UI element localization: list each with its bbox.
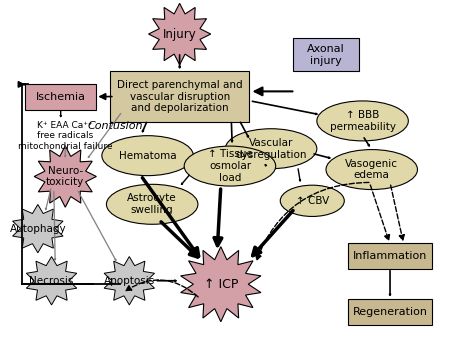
Text: ↑ BBB
permeability: ↑ BBB permeability: [329, 110, 396, 132]
Polygon shape: [34, 146, 96, 207]
Text: Axonal
injury: Axonal injury: [307, 44, 345, 66]
Text: Injury: Injury: [163, 28, 197, 41]
Text: Vascular
dysregulation: Vascular dysregulation: [235, 138, 307, 160]
Text: Neuro-
toxicity: Neuro- toxicity: [46, 166, 84, 187]
Text: ↑ Tissue
osmolar
load: ↑ Tissue osmolar load: [207, 149, 253, 183]
Ellipse shape: [226, 129, 317, 169]
Polygon shape: [181, 247, 261, 322]
Polygon shape: [149, 3, 211, 65]
Text: Necrosis: Necrosis: [29, 276, 74, 286]
FancyBboxPatch shape: [348, 243, 432, 269]
FancyBboxPatch shape: [348, 299, 432, 325]
Text: Autophagy: Autophagy: [9, 223, 66, 234]
Polygon shape: [26, 257, 77, 305]
Text: Vasogenic
edema: Vasogenic edema: [345, 159, 398, 180]
Ellipse shape: [317, 101, 408, 141]
Text: Ischemia: Ischemia: [36, 91, 86, 102]
Ellipse shape: [106, 184, 198, 224]
Text: Hematoma: Hematoma: [119, 151, 177, 161]
Text: Astrocyte
swelling: Astrocyte swelling: [127, 193, 177, 215]
FancyBboxPatch shape: [293, 38, 359, 71]
Ellipse shape: [280, 185, 344, 216]
Text: Contusion: Contusion: [88, 121, 144, 131]
FancyBboxPatch shape: [25, 84, 96, 110]
FancyBboxPatch shape: [110, 71, 249, 122]
Ellipse shape: [184, 146, 276, 186]
Text: Regeneration: Regeneration: [353, 307, 427, 317]
Ellipse shape: [326, 150, 418, 190]
Text: Direct parenchymal and
vascular disruption
and depolarization: Direct parenchymal and vascular disrupti…: [117, 80, 242, 113]
Text: Apoptosis: Apoptosis: [104, 276, 155, 286]
Polygon shape: [104, 257, 155, 305]
Text: Inflammation: Inflammation: [353, 251, 427, 262]
Text: ↑ ICP: ↑ ICP: [204, 278, 238, 291]
Text: K⁺ EAA Ca⁺⁺
free radicals
mitochondrial failure: K⁺ EAA Ca⁺⁺ free radicals mitochondrial …: [18, 121, 112, 151]
Polygon shape: [13, 204, 63, 253]
Ellipse shape: [102, 136, 193, 176]
Text: ↑ CBV: ↑ CBV: [295, 196, 329, 206]
